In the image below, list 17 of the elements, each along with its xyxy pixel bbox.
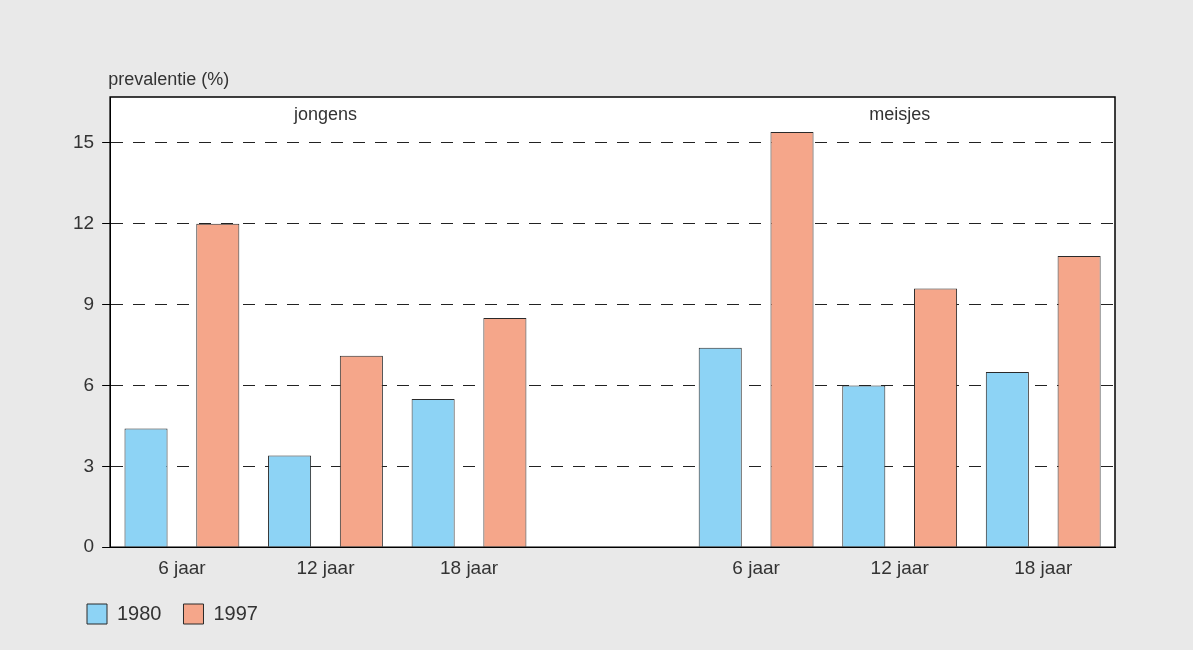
y-tick-label: 9 [83,292,95,314]
annotation: jongens [292,103,357,124]
x-tick-label: 18 jaar [439,556,499,578]
x-tick-label: 12 jaar [870,556,930,578]
x-tick-label: 6 jaar [732,556,781,578]
y-tick-label: 0 [83,535,95,557]
y-tick-label: 12 [72,211,95,233]
x-tick-label: 6 jaar [158,556,207,578]
legend-label: 1997 [213,601,258,624]
legend-label: 1980 [117,601,162,624]
y-tick-label: 6 [83,373,95,395]
y-tick-label: 15 [72,131,95,153]
x-tick-label: 18 jaar [1014,556,1073,578]
annotation: meisjes [869,103,931,124]
y-tick-label: 3 [83,454,95,476]
x-tick-label: 12 jaar [296,556,356,578]
y-axis-title: prevalentie (%) [108,68,230,89]
